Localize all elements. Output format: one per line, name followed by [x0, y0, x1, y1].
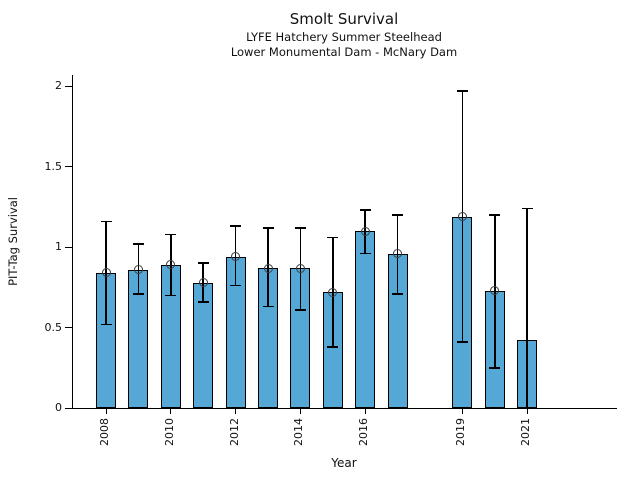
bar-2016 — [355, 231, 376, 408]
x-tick-2021 — [526, 408, 528, 414]
point-marker-2017 — [393, 249, 403, 259]
error-cap-top-2013 — [262, 227, 274, 229]
error-cap-bottom-2010 — [165, 294, 177, 297]
error-cap-top-2017 — [392, 214, 404, 216]
error-cap-bottom-2019 — [456, 341, 468, 343]
point-marker-2010 — [166, 260, 176, 270]
x-tick-2008 — [105, 408, 107, 414]
x-tick-2014 — [299, 408, 301, 414]
chart-subtitle-line2: Lower Monumental Dam - McNary Dam — [230, 45, 458, 59]
x-tick-2012 — [235, 408, 237, 414]
x-tick-label-2010: 2010 — [162, 418, 176, 446]
y-tick-0 — [65, 407, 72, 409]
x-tick-label-2016: 2016 — [357, 418, 371, 446]
error-cap-top-2015 — [327, 236, 339, 239]
point-marker-2009 — [133, 265, 143, 275]
error-cap-top-2019 — [456, 90, 468, 92]
error-cap-top-2011 — [197, 262, 209, 264]
y-tick-2 — [65, 85, 72, 87]
error-cap-bottom-2015 — [327, 346, 339, 348]
y-tick-label-1: 1 — [55, 240, 62, 254]
error-cap-bottom-2009 — [132, 293, 144, 295]
x-tick-label-2008: 2008 — [98, 418, 111, 446]
point-marker-2011 — [198, 278, 208, 288]
error-cap-bottom-2013 — [262, 305, 274, 308]
y-tick-label-1.5: 1.5 — [44, 159, 63, 173]
x-tick-label-2019: 2019 — [454, 418, 468, 446]
error-cap-top-2014 — [294, 227, 306, 229]
point-marker-2015 — [328, 287, 338, 297]
point-marker-2013 — [263, 263, 273, 273]
y-tick-label-0: 0 — [55, 401, 62, 414]
y-tick-label-2: 2 — [55, 79, 62, 93]
point-marker-2014 — [295, 263, 305, 273]
point-marker-2020 — [490, 286, 500, 296]
x-tick-label-2012: 2012 — [227, 418, 241, 446]
x-axis-label: Year — [331, 456, 357, 470]
y-tick-label-0.5: 0.5 — [44, 320, 63, 334]
y-tick-1.5 — [65, 166, 72, 168]
error-cap-top-2009 — [132, 243, 144, 245]
error-cap-top-2012 — [230, 225, 242, 227]
y-tick-1 — [65, 246, 72, 248]
error-cap-bottom-2014 — [294, 309, 306, 311]
x-tick-label-2014: 2014 — [292, 418, 306, 446]
chart-title: Smolt Survival — [289, 10, 399, 28]
point-marker-2012 — [231, 252, 241, 262]
error-cap-bottom-2012 — [230, 284, 242, 287]
error-bar-2021 — [526, 208, 528, 408]
error-cap-bottom-2011 — [197, 301, 209, 303]
error-cap-top-2021 — [521, 207, 533, 210]
chart-subtitle-line1: LYFE Hatchery Summer Steelhead — [246, 30, 442, 44]
point-marker-2016 — [360, 226, 370, 236]
x-tick-2010 — [170, 408, 172, 414]
point-marker-2019 — [457, 212, 467, 222]
error-cap-top-2020 — [489, 214, 501, 216]
y-axis-label-area: PIT-Tag Survival — [0, 75, 26, 408]
y-tick-0.5 — [65, 327, 72, 329]
y-axis-label: PIT-Tag Survival — [6, 197, 20, 286]
error-cap-bottom-2008 — [100, 323, 112, 326]
error-cap-bottom-2017 — [392, 293, 404, 295]
x-tick-2019 — [461, 408, 463, 414]
error-cap-top-2016 — [359, 209, 371, 211]
plot-area: 0 0.5 1 1.5 2 2008 2010 2012 2014 2016 2019 2021 — [45, 75, 617, 446]
error-cap-bottom-2021 — [521, 407, 533, 409]
point-marker-2008 — [101, 268, 111, 278]
x-tick-2016 — [364, 408, 366, 414]
error-cap-bottom-2020 — [489, 367, 501, 369]
error-cap-top-2010 — [165, 233, 177, 235]
error-cap-bottom-2016 — [359, 252, 371, 255]
x-tick-label-2021: 2021 — [519, 418, 533, 446]
error-cap-top-2008 — [100, 220, 112, 223]
